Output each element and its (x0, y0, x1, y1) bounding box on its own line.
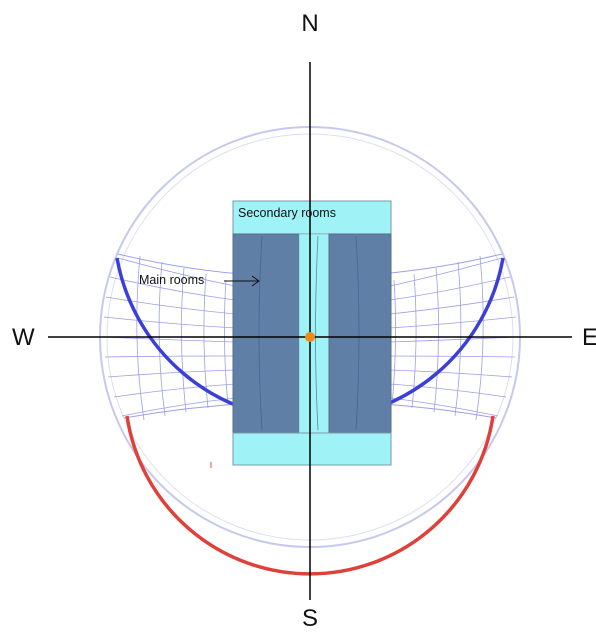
main-rooms-label: Main rooms (139, 273, 204, 287)
grid-through-building (258, 235, 360, 431)
center-marker (305, 332, 315, 342)
secondary-rooms-bottom (232, 432, 392, 466)
east-label: E (582, 324, 596, 351)
main-rooms-west (232, 233, 300, 434)
sun-path-grid (103, 253, 517, 421)
main-rooms-east (328, 233, 392, 434)
north-label: N (301, 10, 318, 37)
secondary-rooms-label: Secondary rooms (238, 206, 336, 220)
south-label: S (302, 605, 318, 632)
main-rooms-arrowhead (251, 275, 260, 287)
west-label: W (12, 324, 35, 351)
corridor (298, 233, 330, 434)
building-plan (232, 200, 392, 466)
